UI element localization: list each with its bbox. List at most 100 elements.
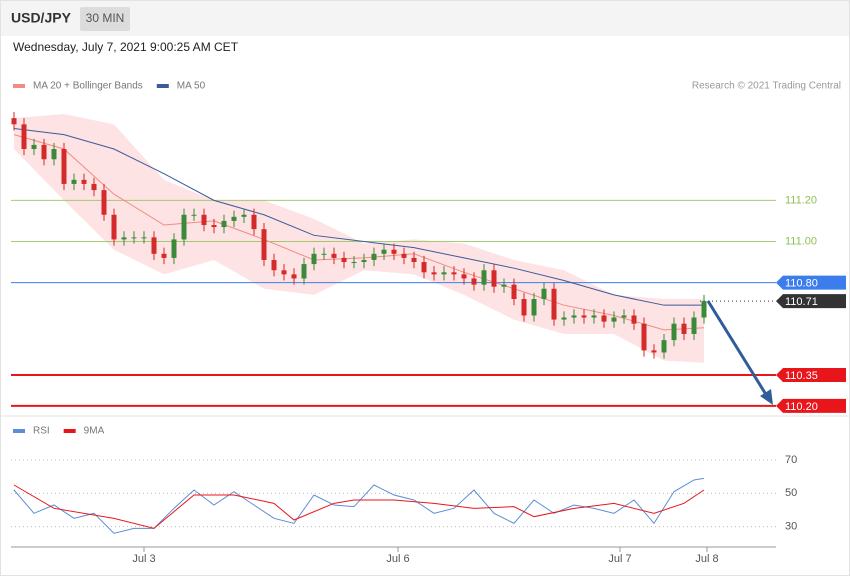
timeframe-button[interactable] [80, 7, 130, 31]
level-label: 110.20 [785, 401, 818, 413]
candle-body [71, 179, 77, 184]
candle-body [361, 259, 367, 263]
candle-body [401, 253, 407, 258]
candle-body [281, 270, 287, 275]
legend-label: 9MA [84, 426, 105, 437]
timeframe[interactable]: 30 MIN [86, 11, 125, 25]
candle-body [391, 249, 397, 254]
candle-body [601, 315, 607, 322]
candle-body [341, 257, 347, 263]
candle-body [231, 216, 237, 221]
candle-body [151, 237, 157, 254]
y-tick-label: 50 [785, 487, 797, 499]
candle-body [111, 214, 117, 240]
symbol: USD/JPY [11, 10, 72, 26]
legend-label: MA 50 [177, 81, 206, 92]
x-tick-label: Jul 6 [386, 553, 409, 565]
candle-body [561, 317, 567, 320]
candle-body [21, 124, 27, 149]
candle-body [161, 253, 167, 258]
forecast-arrowhead [760, 389, 773, 405]
candle-body [661, 340, 667, 353]
candle-body [641, 323, 647, 351]
candle-body [171, 239, 177, 258]
candle-body [411, 257, 417, 263]
candle-body [131, 237, 137, 239]
candle-body [481, 270, 487, 285]
timestamp: Wednesday, July 7, 2021 9:00:25 AM CET [13, 40, 239, 54]
candle-body [591, 315, 597, 318]
candle-body [501, 284, 507, 287]
forecast-arrow [706, 300, 772, 402]
candle-body [521, 299, 527, 316]
legend-swatch [13, 84, 25, 88]
candle-body [321, 253, 327, 255]
candle-body [141, 237, 147, 239]
candle-body [91, 183, 97, 191]
header-bar [1, 1, 849, 36]
candle-body [451, 272, 457, 275]
candle-body [381, 249, 387, 254]
candle-body [251, 214, 257, 230]
candle-body [191, 214, 197, 216]
candle-body [331, 253, 337, 258]
candle-body [41, 144, 47, 160]
candle-body [291, 274, 297, 279]
candle-body [491, 270, 497, 287]
candle-body [221, 220, 227, 228]
level-label: 111.00 [785, 235, 817, 247]
legend-label: MA 20 + Bollinger Bands [33, 81, 143, 92]
legend-swatch [156, 84, 169, 88]
candle-body [61, 148, 67, 184]
candle-body [531, 299, 537, 316]
candle-body [211, 225, 217, 228]
candle-body [571, 315, 577, 318]
candle-body [431, 272, 437, 275]
x-tick-label: Jul 7 [608, 553, 631, 565]
indicator-line [13, 484, 705, 529]
candle-body [31, 144, 37, 149]
candle-body [461, 274, 467, 279]
ma-line [13, 127, 704, 306]
candle-body [271, 259, 277, 271]
candle-body [421, 262, 427, 273]
level-tag [776, 398, 846, 413]
candle-body [181, 214, 187, 240]
indicator-line [13, 477, 705, 534]
legend-label: RSI [33, 426, 50, 437]
x-tick-label: Jul 8 [695, 553, 718, 565]
candle-body [701, 301, 707, 318]
level-tag [776, 294, 846, 309]
level-tag [776, 275, 846, 290]
candle-body [51, 148, 57, 160]
level-label: 110.71 [785, 296, 818, 308]
candle-body [471, 278, 477, 285]
candle-body [511, 284, 517, 300]
candle-body [441, 272, 447, 275]
candle-body [261, 229, 267, 260]
candle-body [621, 315, 627, 318]
candle-body [611, 317, 617, 322]
candle-body [551, 288, 557, 320]
candle-body [681, 323, 687, 334]
candle-body [201, 214, 207, 226]
candle-body [651, 350, 657, 353]
legend-swatch [13, 429, 25, 433]
candle-body [371, 253, 377, 260]
candle-body [301, 264, 307, 279]
candle-body [101, 190, 107, 215]
x-tick-label: Jul 3 [132, 553, 155, 565]
candle-body [691, 317, 697, 334]
candle-body [121, 237, 127, 240]
level-label: 110.35 [785, 370, 818, 382]
y-tick-label: 30 [785, 521, 797, 533]
source: Research © 2021 Trading Central [692, 81, 841, 92]
level-tag [776, 368, 846, 383]
candle-body [351, 262, 357, 264]
legend-swatch [63, 429, 76, 433]
candle-body [241, 214, 247, 217]
candle-body [541, 288, 547, 300]
candle-body [581, 315, 587, 318]
